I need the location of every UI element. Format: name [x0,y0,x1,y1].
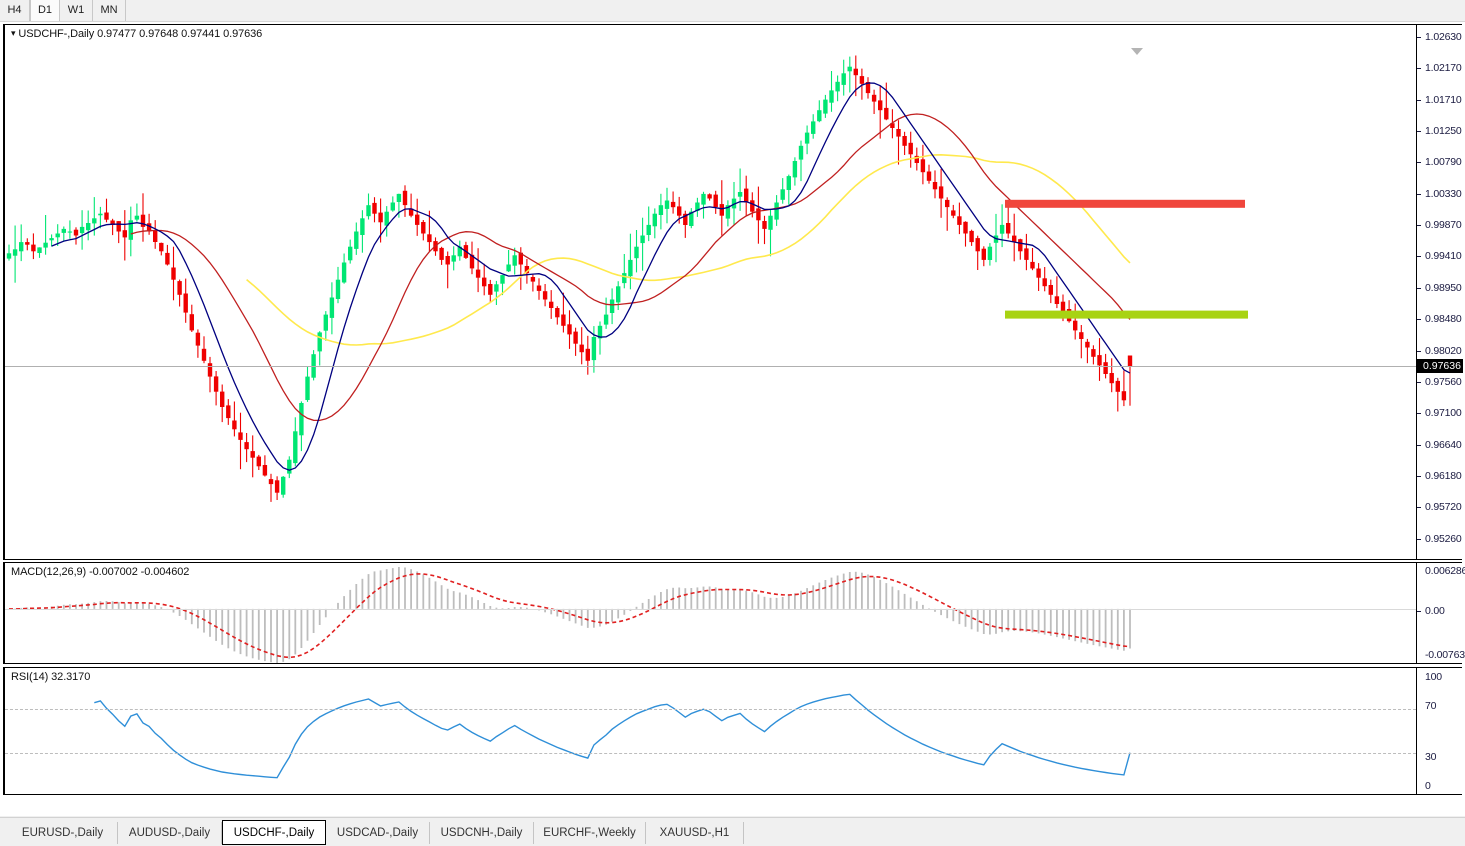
macd-panel-label: MACD(12,26,9) -0.007002 -0.004602 [11,566,190,578]
price-axis-separator [1416,25,1417,559]
price-chart-svg [6,55,1248,502]
price-scale-tick [1417,68,1421,70]
timeframe-w1[interactable]: W1 [60,0,93,21]
price-scale-label: 1.00330 [1425,187,1462,200]
chart-tab-usdchf-daily[interactable]: USDCHF-,Daily [222,820,326,845]
price-scale-tick [1417,193,1421,195]
price-scale-tick [1417,507,1421,509]
price-panel-title: USDCHF-,Daily 0.97477 0.97648 0.97441 0.… [18,28,263,40]
timeframe-toolbar: H4 D1 W1 MN [0,0,1465,22]
macd-scale-label: 0.006286 [1425,565,1465,577]
price-scale-tick [1417,319,1421,321]
collapse-caret-icon[interactable]: ▾ [11,28,16,38]
rsi-chart-svg [94,693,1131,779]
resistance-line [1005,199,1245,208]
price-scale-label: 0.96180 [1425,469,1462,482]
macd-scale[interactable]: 0.006286 0.00 -0.007635 [1417,563,1465,663]
price-scale-label: 0.97100 [1425,407,1462,420]
chart-tab-usdcad-daily[interactable]: USDCAD-,Daily [326,822,430,844]
ma-slow-line [246,153,1131,346]
ma-fast-line [51,82,1131,471]
current-price-tag: 0.97636 [1417,359,1463,374]
price-scale-label: 0.95260 [1425,532,1462,545]
price-scale-tick [1417,413,1421,415]
price-scale-tick [1417,475,1421,477]
price-scale-label: 0.98950 [1425,281,1462,294]
rsi-panel[interactable]: RSI(14) 32.3170 100 70 30 0 [3,667,1463,795]
rsi-line [94,693,1131,779]
price-plot-area[interactable] [5,25,1416,559]
rsi-plot-area[interactable] [5,668,1416,794]
rsi-panel-label: RSI(14) 32.3170 [11,671,91,683]
chart-tab-xauusd-h1[interactable]: XAUUSD-,H1 [646,822,744,844]
timeframe-d1[interactable]: D1 [30,0,60,21]
price-scale-tick [1417,538,1421,540]
macd-scale-label: 0.00 [1425,605,1445,617]
price-scale-label: 1.02170 [1425,62,1462,75]
price-scale-tick [1417,350,1421,352]
macd-axis-separator [1416,563,1417,663]
price-scale-label: 0.98480 [1425,313,1462,326]
ma-mid-line [130,113,1131,422]
price-scale-label: 0.95720 [1425,501,1462,514]
macd-panel[interactable]: MACD(12,26,9) -0.007002 -0.004602 0.0062… [3,562,1465,664]
price-scale-label: 0.99870 [1425,219,1462,232]
rsi-level-30 [5,752,1416,754]
price-scale[interactable]: 1.02630 1.02170 1.01710 1.01250 1.00790 1.003… [1417,25,1463,559]
timeframe-mn[interactable]: MN [93,0,126,21]
rsi-axis-separator [1416,668,1417,794]
price-scale-tick [1417,381,1421,383]
price-scale-tick [1417,225,1421,227]
price-scale-tick [1417,256,1421,258]
price-scale-label: 1.00790 [1425,156,1462,169]
price-scale-label: 0.99410 [1425,250,1462,263]
rsi-scale-label: 0 [1425,780,1431,792]
macd-plot-area[interactable] [5,563,1416,663]
price-scale-tick [1417,99,1421,101]
chart-tab-audusd-daily[interactable]: AUDUSD-,Daily [118,822,222,844]
price-scale-label: 1.02630 [1425,31,1462,43]
candlestick-series [6,55,1133,502]
price-panel[interactable]: ▾ USDCHF-,Daily 0.97477 0.97648 0.97441 0… [3,24,1463,560]
chart-tab-eurusd-daily[interactable]: EURUSD-,Daily [8,822,118,844]
macd-scale-label: -0.007635 [1425,649,1465,661]
timeframe-h4[interactable]: H4 [0,0,30,21]
macd-scale-tick [1417,611,1421,612]
price-scale-label: 1.01710 [1425,93,1462,106]
price-scale-label: 0.97560 [1425,375,1462,388]
macd-signal-line [9,573,1131,659]
macd-histogram [14,567,1131,663]
chart-tab-bar: EURUSD-,Daily AUDUSD-,Daily USDCHF-,Daily U… [0,817,1465,846]
rsi-scale-label: 70 [1425,700,1437,712]
price-scale-tick [1417,287,1421,289]
chart-tab-usdcnh-daily[interactable]: USDCNH-,Daily [430,822,534,844]
chart-tab-eurchf-weekly[interactable]: EURCHF-,Weekly [534,822,646,844]
price-scale-tick [1417,37,1421,38]
macd-zero-line [5,608,1416,610]
macd-chart-svg [9,567,1131,663]
rsi-level-70 [5,709,1416,711]
price-scale-label: 0.96640 [1425,438,1462,451]
price-scale-tick [1417,444,1421,446]
chart-drag-marker-icon[interactable] [1131,48,1143,55]
chart-window: ▾ USDCHF-,Daily 0.97477 0.97648 0.97441 0… [0,22,1465,838]
price-scale-label: 0.98020 [1425,344,1462,357]
price-scale-tick [1417,131,1421,133]
rsi-scale-label: 100 [1425,671,1442,683]
price-panel-label: ▾ USDCHF-,Daily 0.97477 0.97648 0.97441 0… [11,28,262,40]
support-line [1005,310,1248,319]
rsi-scale[interactable]: 100 70 30 0 [1417,668,1463,794]
price-scale-label: 1.01250 [1425,125,1462,138]
price-scale-tick [1417,162,1421,164]
rsi-scale-label: 30 [1425,751,1437,763]
current-price-line [5,366,1416,368]
